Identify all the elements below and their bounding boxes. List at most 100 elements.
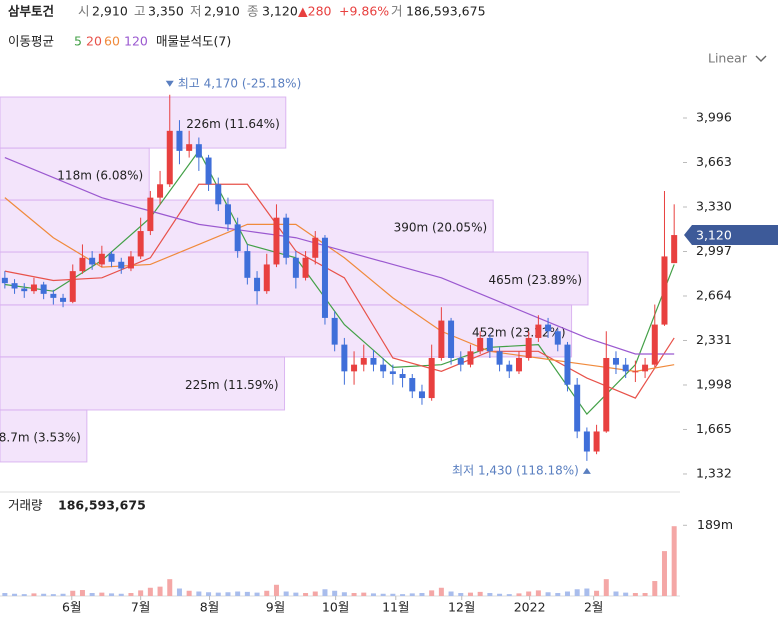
candle-body	[554, 331, 561, 345]
y-tick-label: 2,331	[696, 332, 732, 347]
volume-bar	[632, 593, 638, 596]
candle-body	[273, 217, 280, 265]
high-annotation: 최고 4,170 (-25.18%)	[178, 76, 302, 90]
volume-bar	[506, 594, 512, 596]
volume-bar	[516, 593, 522, 596]
candle-body	[147, 197, 154, 232]
ma-legend: 20	[86, 34, 102, 49]
volume-bar	[41, 593, 47, 596]
volume-bar	[332, 590, 338, 596]
candle-body	[486, 337, 493, 352]
ma-line	[4, 183, 675, 399]
x-tick-label: 11월	[382, 600, 409, 615]
volume-bar	[244, 591, 250, 596]
volume-bar	[584, 588, 590, 596]
open-value: 2,910	[92, 4, 128, 19]
volume-bar	[642, 593, 648, 596]
volume-bar	[50, 594, 56, 596]
low-marker	[582, 467, 591, 474]
candle-body	[448, 320, 455, 358]
candle-body	[622, 364, 629, 372]
candle-body	[137, 231, 144, 257]
volume-bar	[2, 593, 8, 596]
volume-bar	[497, 593, 503, 596]
price-tag	[684, 225, 778, 246]
profile-label: 68.7m (3.53%)	[0, 430, 81, 444]
candle-body	[564, 344, 571, 385]
candle-body	[186, 144, 193, 151]
volume-bar	[341, 592, 347, 596]
ma-line	[4, 197, 675, 372]
candle-body	[545, 324, 552, 332]
change-pct: +9.86%	[339, 4, 389, 19]
profile-label: 465m (23.89%)	[488, 273, 582, 287]
volume-bar	[390, 593, 396, 596]
candle-body	[302, 257, 309, 278]
y-tick-label: 1,665	[696, 421, 732, 436]
candle-body	[312, 237, 319, 258]
volume-bar	[60, 593, 66, 596]
candle-body	[467, 351, 474, 365]
volume-bar	[21, 594, 27, 596]
y-tick-label: 1,998	[696, 376, 732, 391]
volume-bar	[477, 591, 483, 596]
candle-body	[389, 371, 396, 375]
candle-body	[98, 253, 105, 265]
volume-bar	[671, 526, 677, 596]
volume-bar	[235, 591, 241, 596]
low-value: 2,910	[204, 4, 240, 19]
volume-bar	[12, 593, 18, 596]
volume-bar	[157, 586, 163, 596]
volume-bar	[429, 590, 435, 596]
profile-label: 226m (11.64%)	[186, 117, 280, 131]
candle-body	[409, 378, 416, 392]
volume-bar	[661, 551, 667, 596]
candle-body	[127, 256, 134, 269]
x-tick-label: 6월	[62, 600, 81, 615]
profile-title: 매물분석도(7)	[156, 34, 231, 49]
price-tag-label: 3,120	[696, 228, 732, 243]
volume-total: 186,593,675	[58, 498, 146, 513]
volume-bar	[31, 593, 37, 596]
profile-label: 452m (23.22%)	[472, 325, 566, 339]
candle-body	[79, 257, 86, 272]
volume-bar	[370, 593, 376, 596]
volume-bar	[283, 591, 289, 596]
chevron[interactable]	[755, 55, 767, 62]
candle-body	[438, 320, 445, 358]
change: ▲280	[298, 4, 332, 19]
candle-body	[292, 257, 299, 278]
volume-bar	[312, 591, 318, 596]
scale-button[interactable]: Linear	[708, 51, 748, 66]
volume-bar	[535, 590, 541, 596]
volume-bar	[419, 593, 425, 596]
y-tick-label: 3,663	[696, 154, 732, 169]
candle-body	[234, 224, 241, 252]
volume-value: 186,593,675	[406, 4, 486, 19]
candle-body	[612, 357, 619, 365]
profile-box	[0, 96, 287, 149]
candle-body	[457, 357, 464, 365]
volume-bar	[89, 593, 95, 596]
volume-tick-label: 189m	[697, 517, 733, 532]
x-tick-label: 8월	[200, 600, 219, 615]
volume-bar	[215, 592, 221, 596]
volume-bar	[564, 591, 570, 596]
candle-body	[661, 256, 668, 325]
candle-body	[593, 431, 600, 452]
volume-bar	[186, 590, 192, 596]
volume-bar	[225, 592, 231, 596]
candle-body	[244, 251, 251, 278]
stock-name: 삼부토건	[8, 4, 54, 19]
high-label: 고	[134, 4, 146, 19]
candle-body	[380, 364, 387, 372]
candle-body	[574, 384, 581, 432]
candle-body	[215, 184, 222, 205]
ma-legend: 60	[104, 34, 120, 49]
candle-body	[195, 144, 202, 158]
profile-box	[0, 356, 286, 411]
volume-bar	[603, 579, 609, 596]
volume-title: 거래량	[8, 498, 43, 513]
